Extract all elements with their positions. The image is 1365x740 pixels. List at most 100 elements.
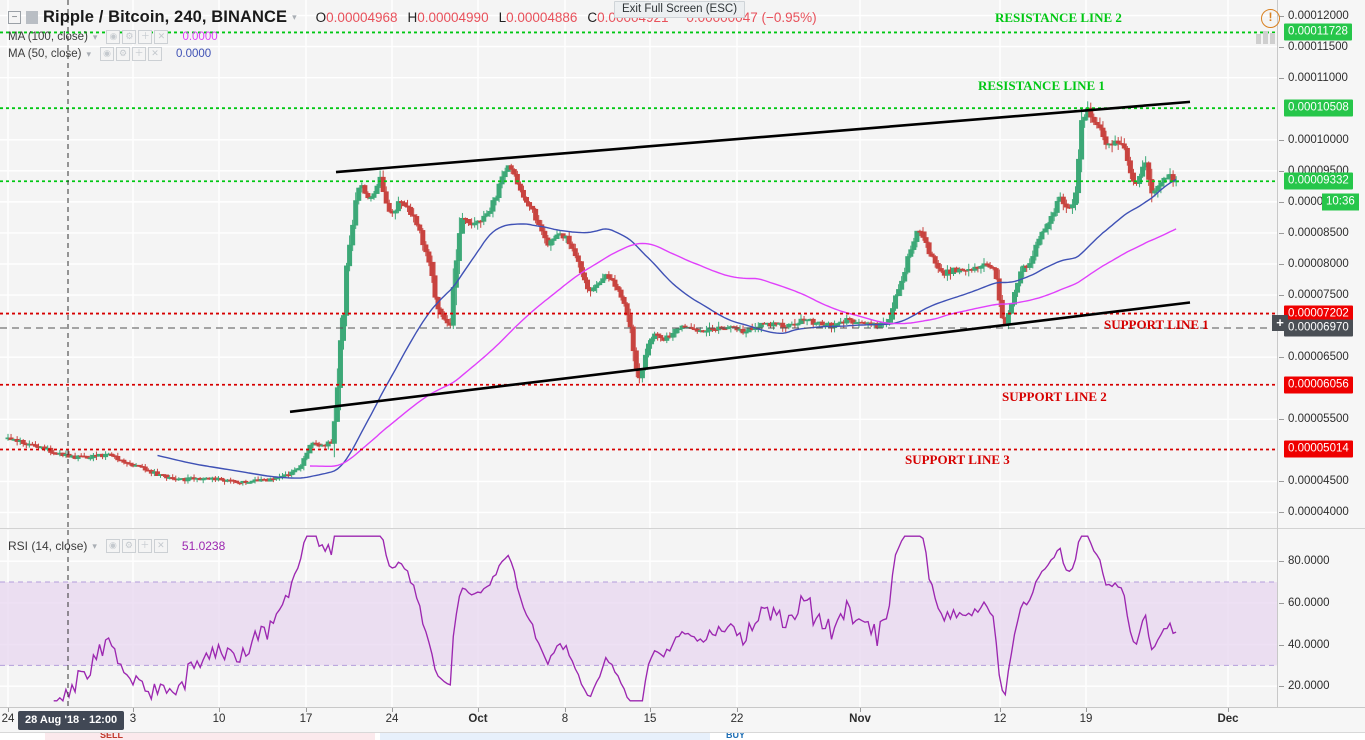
price-level-badge[interactable]: 0.00007202 <box>1284 305 1353 323</box>
time-tick-label: Dec <box>1217 713 1239 725</box>
eye-icon[interactable]: ◉ <box>100 47 115 61</box>
eye-icon[interactable]: ◉ <box>106 30 121 44</box>
exit-fullscreen-tooltip: Exit Full Screen (ESC) <box>614 1 746 18</box>
time-tick-mark <box>219 708 220 712</box>
settings-icon[interactable]: ⚙ <box>116 47 131 61</box>
study-legend-row[interactable]: MA (50, close) ▾ ◉ ⚙ ＋ ✕ 0.0000 <box>8 47 817 61</box>
price-level-badge[interactable]: 0.00006970 <box>1284 319 1353 337</box>
time-tick-mark <box>565 708 566 712</box>
chart-annotation-label[interactable]: RESISTANCE LINE 2 <box>995 10 1122 25</box>
ohlc-open-value: 0.00004968 <box>326 10 398 25</box>
price-tick-mark <box>1279 481 1284 483</box>
rsi-tick-mark <box>1279 561 1284 563</box>
study-legend-row[interactable]: MA (100, close) ▾ ◉ ⚙ ＋ ✕ 0.0000 <box>8 30 817 44</box>
buy-button[interactable] <box>380 733 710 740</box>
rsi-tick-label: 60.0000 <box>1288 596 1330 609</box>
price-tick-mark <box>1279 77 1284 79</box>
price-tick-label: 0.00010000 <box>1288 133 1349 146</box>
ghost-volume-bars-icon <box>1256 30 1280 44</box>
price-chart-pane[interactable] <box>0 0 1277 528</box>
time-tick-mark <box>8 708 9 712</box>
price-tick-label: 0.00008500 <box>1288 226 1349 239</box>
chart-annotation-label[interactable]: SUPPORT LINE 3 <box>905 452 1010 467</box>
chevron-down-icon[interactable]: ▾ <box>86 48 92 59</box>
price-tick-mark <box>1279 264 1284 265</box>
price-tick-label: 0.00012000 <box>1288 9 1349 22</box>
chart-annotation-label[interactable]: SUPPORT LINE 2 <box>1002 389 1107 404</box>
price-tick-label: 0.00008000 <box>1288 258 1349 270</box>
time-scale[interactable]: 24 3 10 17 24 Oct 8 15 22 Nov 12 19 Dec 28 Aug '18 · … <box>0 707 1365 733</box>
settings-icon[interactable]: ⚙ <box>121 539 136 553</box>
price-level-badge[interactable]: 0.00006056 <box>1284 376 1353 394</box>
time-tick-label: 24 <box>1 713 15 725</box>
eye-icon[interactable]: ◉ <box>105 539 120 553</box>
price-scale[interactable]: 0.00012000 0.00011500 0.00011000 0.00010000… <box>1277 0 1365 707</box>
rsi-title[interactable]: RSI (14, close) <box>8 539 88 553</box>
time-tick-mark <box>1228 708 1229 712</box>
sell-button[interactable] <box>45 733 375 740</box>
crosshair-plus-icon: + <box>1272 315 1288 331</box>
time-tick-label: 10 <box>212 713 226 725</box>
price-tick-mark <box>1279 46 1284 48</box>
rsi-tick-label: 20.0000 <box>1288 680 1330 693</box>
collapse-icon[interactable]: − <box>8 11 21 24</box>
symbol-title[interactable]: Ripple / Bitcoin, 240, BINANCE <box>43 8 288 26</box>
order-panel-strip[interactable]: SELL BUY <box>0 732 1365 740</box>
price-tick-mark <box>1279 201 1284 203</box>
study-icon-group[interactable]: ◉ ⚙ ＋ ✕ <box>106 30 169 44</box>
study-legend-list: MA (100, close) ▾ ◉ ⚙ ＋ ✕ 0.0000 MA (50, close)… <box>8 30 817 61</box>
study-value: 0.0000 <box>182 31 218 43</box>
time-tick-label: 3 <box>129 713 137 725</box>
close-icon[interactable]: ✕ <box>148 47 163 61</box>
time-tick-mark <box>306 708 307 712</box>
add-icon[interactable]: ＋ <box>138 30 153 44</box>
price-level-badge[interactable]: 0.00011728 <box>1284 23 1352 41</box>
time-tick-mark <box>737 708 738 712</box>
time-tick-mark <box>1000 708 1001 712</box>
chevron-down-icon[interactable]: ▾ <box>92 31 98 42</box>
chart-annotation-label[interactable]: RESISTANCE LINE 1 <box>978 78 1105 93</box>
price-tick-mark <box>1279 15 1284 17</box>
price-level-badge[interactable]: 0.00005014 <box>1284 440 1353 458</box>
rsi-chart-canvas[interactable] <box>0 530 1277 707</box>
chevron-down-icon[interactable]: ▾ <box>292 12 297 22</box>
candles-icon[interactable] <box>26 11 38 24</box>
warning-circle-icon[interactable]: ! <box>1261 9 1280 28</box>
price-level-badge[interactable]: 0.00010508 <box>1284 99 1353 117</box>
chart-annotation-label[interactable]: SUPPORT LINE 1 <box>1104 317 1209 332</box>
rsi-icon-group[interactable]: ◉ ⚙ ＋ ✕ <box>105 539 168 553</box>
settings-icon[interactable]: ⚙ <box>122 30 137 44</box>
study-value: 0.0000 <box>176 48 212 60</box>
price-tick-label: 0.00005500 <box>1288 413 1349 426</box>
chevron-down-icon[interactable]: ▾ <box>92 540 97 551</box>
add-icon[interactable]: ＋ <box>132 47 147 61</box>
price-tick-mark <box>1279 232 1284 234</box>
sell-label: SELL <box>100 732 124 740</box>
rsi-legend[interactable]: RSI (14, close) ▾ ◉ ⚙ ＋ ✕ 51.0238 <box>8 539 225 553</box>
study-title[interactable]: MA (50, close) <box>8 48 82 60</box>
rsi-tick-label: 40.0000 <box>1288 638 1330 651</box>
add-icon[interactable]: ＋ <box>137 539 152 553</box>
price-tick-mark <box>1279 419 1284 421</box>
time-tick-mark <box>650 708 651 712</box>
rsi-indicator-pane[interactable] <box>0 530 1277 707</box>
study-title[interactable]: MA (100, close) <box>8 31 88 43</box>
time-tick-mark <box>478 708 479 712</box>
price-chart-canvas[interactable] <box>0 0 1277 528</box>
price-level-badge[interactable]: 0.00009332 <box>1284 172 1353 190</box>
time-tick-mark <box>1086 708 1087 712</box>
pane-divider[interactable] <box>0 528 1277 529</box>
price-scale-divider <box>1278 528 1365 529</box>
price-tick-mark <box>1279 139 1284 141</box>
price-tick-mark <box>1279 357 1284 359</box>
time-tick-mark <box>133 708 134 712</box>
close-icon[interactable]: ✕ <box>154 30 169 44</box>
study-icon-group[interactable]: ◉ ⚙ ＋ ✕ <box>100 47 163 61</box>
crosshair-time-badge: 28 Aug '18 · 12:00 <box>18 711 125 730</box>
close-icon[interactable]: ✕ <box>153 539 168 553</box>
rsi-value: 51.0238 <box>181 539 226 553</box>
ohlc-low-label: L <box>498 10 507 25</box>
price-tick-label: 0.00004000 <box>1288 506 1349 519</box>
time-tick-label: 8 <box>561 713 569 725</box>
